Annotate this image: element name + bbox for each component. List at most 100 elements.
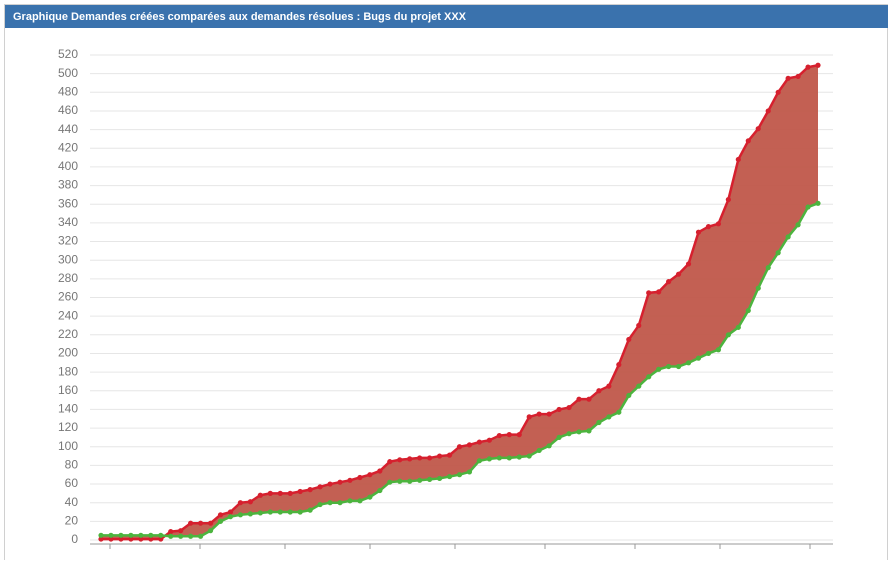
data-point (646, 374, 652, 380)
data-point (237, 512, 244, 518)
data-point (596, 388, 602, 394)
data-point (616, 409, 622, 415)
data-point (267, 509, 273, 515)
data-point (526, 453, 532, 459)
data-point (327, 481, 333, 487)
y-tick-label: 460 (58, 103, 78, 117)
data-point (606, 383, 612, 389)
data-point (745, 307, 751, 314)
data-point (566, 404, 572, 411)
data-point (108, 532, 114, 538)
data-point (606, 414, 612, 420)
data-point (188, 533, 194, 539)
data-point (586, 396, 592, 402)
data-point (496, 455, 502, 461)
data-point (148, 536, 154, 542)
data-point (397, 478, 403, 484)
data-point (725, 332, 731, 338)
data-point (217, 518, 224, 524)
y-tick-label: 440 (58, 122, 78, 136)
gap-area (101, 65, 818, 540)
data-point (337, 500, 343, 506)
data-point (247, 499, 253, 505)
y-tick-label: 200 (58, 346, 78, 360)
data-point (566, 431, 572, 437)
data-point (417, 455, 423, 461)
data-point (765, 108, 771, 114)
data-point (227, 514, 234, 520)
y-tick-label: 300 (58, 252, 78, 266)
data-point (377, 487, 383, 494)
data-point (148, 532, 154, 538)
data-point (217, 512, 224, 518)
data-point (367, 494, 373, 500)
data-point (675, 271, 682, 277)
data-point (436, 475, 443, 482)
data-point (347, 477, 353, 483)
data-point (197, 520, 204, 526)
data-point (805, 64, 811, 70)
data-point (347, 498, 353, 504)
data-point (785, 75, 791, 81)
y-tick-label: 220 (58, 327, 78, 341)
data-point (417, 477, 423, 483)
data-point (297, 488, 303, 495)
y-tick-label: 280 (58, 271, 78, 285)
data-point (775, 89, 781, 95)
data-point (337, 479, 343, 485)
data-point (128, 532, 134, 538)
y-tick-label: 20 (65, 514, 79, 528)
data-point (267, 490, 273, 496)
data-point (785, 234, 791, 240)
data-point (197, 533, 204, 539)
data-point (815, 62, 821, 68)
data-point (506, 455, 512, 461)
data-point (118, 532, 124, 538)
data-point (646, 290, 652, 296)
y-tick-label: 400 (58, 159, 78, 173)
data-point (357, 498, 363, 504)
y-tick-label: 340 (58, 215, 78, 229)
data-point (685, 261, 692, 267)
data-point (546, 411, 552, 417)
y-tick-label: 160 (58, 383, 78, 397)
data-point (685, 360, 692, 366)
y-tick-label: 40 (65, 495, 79, 509)
data-point (327, 500, 333, 506)
data-point (307, 507, 313, 513)
data-point (486, 437, 492, 443)
data-point (138, 536, 144, 542)
data-point (556, 406, 562, 413)
data-point (765, 265, 771, 271)
y-tick-label: 520 (58, 47, 78, 61)
data-point (496, 432, 502, 439)
data-point (526, 414, 532, 420)
data-point (427, 455, 433, 461)
y-tick-label: 380 (58, 178, 78, 192)
data-point (287, 509, 293, 515)
data-point (387, 459, 393, 465)
data-point (576, 429, 582, 435)
data-point (626, 336, 632, 343)
data-point (367, 472, 373, 478)
data-point (735, 324, 741, 330)
data-point (307, 487, 313, 493)
data-point (755, 126, 761, 132)
data-point (715, 347, 722, 353)
data-point (516, 432, 522, 438)
data-point (476, 458, 483, 464)
data-point (178, 528, 184, 534)
y-tick-label: 240 (58, 308, 78, 322)
y-tick-label: 480 (58, 84, 78, 98)
data-point (297, 509, 303, 515)
data-point (227, 509, 234, 515)
data-point (656, 289, 662, 295)
y-tick-label: 60 (65, 476, 79, 490)
data-point (596, 419, 602, 426)
data-point (805, 204, 811, 210)
data-point (775, 250, 781, 256)
data-point (357, 474, 363, 481)
data-point (815, 200, 821, 206)
y-tick-label: 120 (58, 420, 78, 434)
